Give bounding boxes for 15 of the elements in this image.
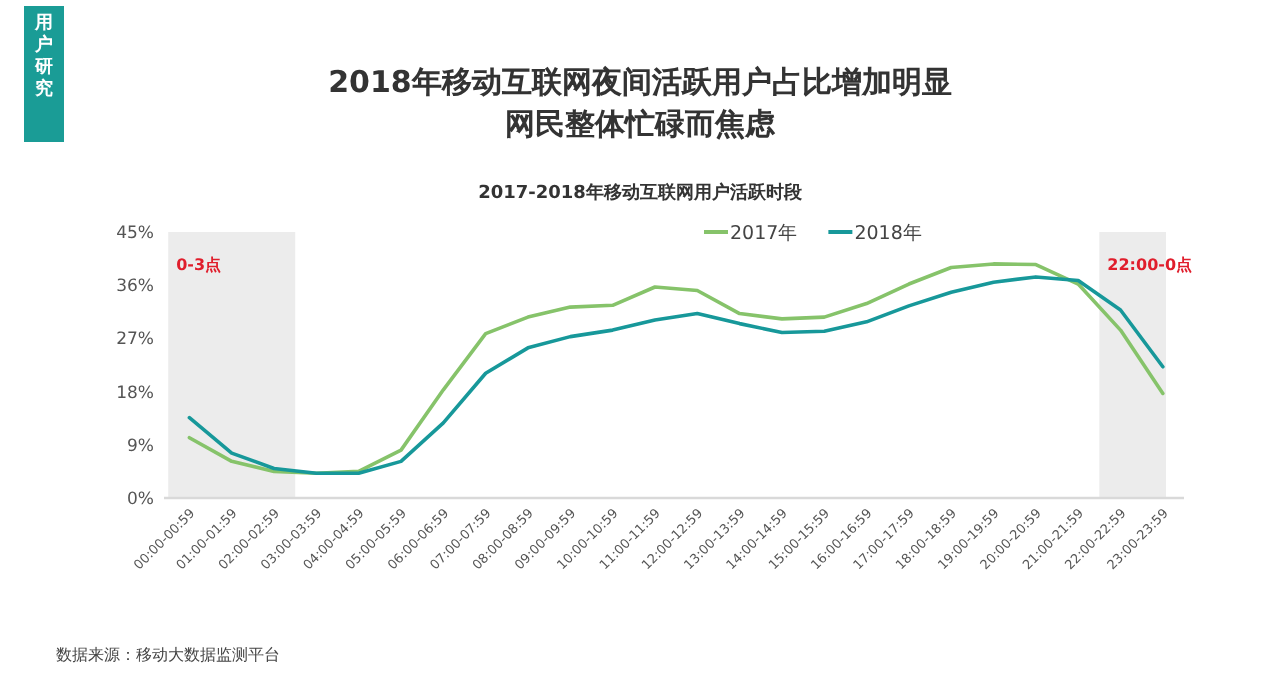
y-tick-label: 9%: [127, 436, 154, 457]
legend-label: 2017年: [730, 221, 799, 245]
y-tick-label: 18%: [116, 383, 154, 404]
text: 用户研究: [33, 12, 53, 100]
legend-label: 2018年: [854, 221, 923, 245]
y-tick-label: 27%: [116, 330, 154, 351]
source-note: 数据来源：移动大数据监测平台: [56, 646, 280, 664]
y-tick-label: 0%: [127, 490, 154, 510]
chart-subtitle: 网民整体忙碌而焦虑: [505, 106, 777, 142]
band-label: 0-3点: [176, 256, 222, 274]
chart-title: 2018年移动互联网夜间活跃用户占比增加明显: [328, 64, 952, 100]
band-label: 22:00-0点: [1107, 256, 1193, 274]
y-tick-label: 36%: [116, 277, 154, 298]
text: 2017-2018年移动互联网用户活跃时段: [478, 182, 804, 204]
y-tick-label: 45%: [116, 224, 154, 244]
